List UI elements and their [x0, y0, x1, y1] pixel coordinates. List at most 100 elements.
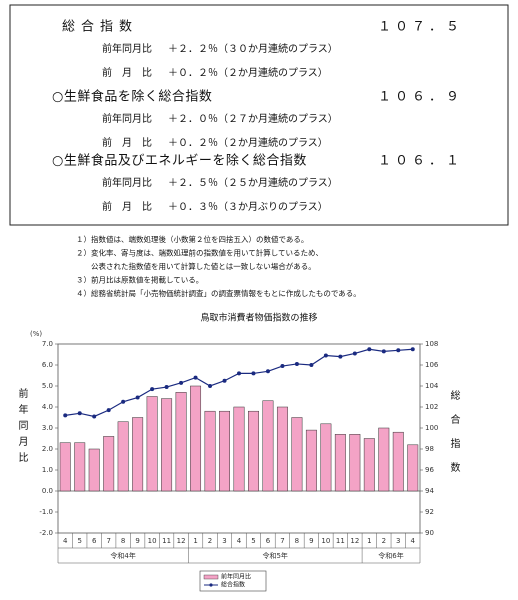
- x-tick-label: 10: [321, 537, 330, 545]
- line-point: [410, 347, 415, 352]
- summary-box: [9, 4, 509, 226]
- line-point: [135, 395, 140, 400]
- line-point: [193, 375, 198, 380]
- bar: [233, 406, 245, 492]
- line-point: [63, 413, 68, 418]
- y2-tick-label: 90: [425, 529, 434, 537]
- x-tick-label: 8: [295, 537, 299, 545]
- x-tick-label: 12: [177, 537, 186, 545]
- bar: [59, 442, 71, 492]
- row-text: ＋２．０％（２７か月連続のプラス）: [168, 112, 338, 125]
- line-point: [323, 353, 328, 358]
- summary-title: ○生鮮食品を除く総合指数: [52, 89, 212, 105]
- y-tick-label: 3.0: [42, 424, 53, 432]
- bar: [146, 396, 158, 492]
- y2-axis-title: 総合指数: [448, 389, 460, 486]
- y-unit: (%): [30, 330, 42, 338]
- row-text: ＋２．５％（２５か月連続のプラス）: [168, 176, 338, 189]
- line-point: [280, 364, 285, 369]
- y-tick-label: 7.0: [42, 340, 53, 348]
- line: [65, 348, 413, 418]
- line-point: [265, 369, 270, 374]
- y2-tick-label: 108: [425, 340, 438, 348]
- note: １）指数値は、端数処理後（小数第２位を四捨五入）の数値である。: [76, 234, 308, 244]
- x-tick-label: 9: [309, 537, 313, 545]
- y2-tick-label: 98: [425, 445, 434, 453]
- summary-value: １０６．９: [378, 90, 463, 105]
- summary-value: １０７．５: [378, 20, 463, 35]
- y-tick-label: -2.0: [39, 529, 53, 537]
- x-tick-label: 7: [106, 537, 110, 545]
- bar: [219, 410, 230, 492]
- row-text: ＋０．２％（２か月連続のプラス）: [168, 66, 328, 79]
- bar: [363, 438, 375, 492]
- row-label: 前年同月比: [102, 176, 152, 189]
- bar: [161, 398, 173, 492]
- row-label: 前 月 比: [102, 66, 152, 79]
- bar: [175, 392, 187, 492]
- bar: [392, 431, 404, 492]
- y-tick-label: 5.0: [42, 382, 53, 390]
- legend-swatch: [203, 574, 219, 580]
- note: ３）前月比は原数値を掲載している。: [76, 275, 203, 285]
- x-group-label: 令和4年: [110, 551, 135, 560]
- legend-label: 総合指数: [221, 581, 245, 589]
- note: 公表された指数値を用いて計算した値とは一致しない場合がある。: [76, 261, 316, 271]
- chart-title: 鳥取市消費者物価指数の推移: [200, 312, 317, 324]
- bar: [407, 444, 419, 492]
- x-tick-label: 9: [135, 537, 139, 545]
- row-label: 前年同月比: [102, 112, 152, 125]
- row-text: ＋０．２％（２か月連続のプラス）: [168, 136, 328, 149]
- note: ４）総務省統計局「小売物価統計調査」の調査票情報をもとに作成したものである。: [76, 288, 361, 298]
- row-text: ＋０．３％（３か月ぶりのプラス）: [168, 201, 328, 213]
- y-tick-label: 4.0: [42, 403, 53, 411]
- x-tick-label: 1: [367, 537, 371, 545]
- line-point: [77, 411, 82, 416]
- x-group-label: 令和5年: [262, 551, 287, 560]
- line-point: [208, 384, 213, 388]
- x-group-label: 令和6年: [378, 551, 403, 560]
- line-point: [121, 399, 126, 404]
- bar: [117, 421, 129, 492]
- line-point: [251, 371, 256, 376]
- bar: [276, 406, 288, 492]
- x-tick-label: 3: [222, 537, 226, 545]
- x-tick-label: 11: [336, 537, 345, 545]
- bar: [262, 400, 274, 492]
- bar: [291, 417, 303, 492]
- note: ２）変化率、寄与度は、端数処理前の指数値を用いて計算しているため、: [76, 248, 323, 258]
- summary-title: 総合指数: [62, 20, 138, 35]
- line-point: [106, 408, 111, 413]
- y-axis-title: 前年同月比: [16, 387, 28, 468]
- y-tick-label: 6.0: [42, 361, 53, 369]
- bar: [378, 427, 390, 492]
- row-label: 前 月 比: [102, 200, 152, 213]
- bar: [204, 410, 216, 492]
- bar: [132, 417, 144, 492]
- bar: [88, 448, 100, 492]
- line-point: [338, 354, 343, 359]
- x-tick-label: 2: [208, 537, 212, 545]
- y2-tick-label: 106: [425, 361, 439, 369]
- x-tick-label: 6: [266, 537, 271, 545]
- row-text: ＋２．２％（３０か月連続のプラス）: [168, 42, 338, 55]
- bar: [334, 434, 346, 492]
- x-tick-label: 8: [121, 537, 125, 545]
- bar: [349, 434, 361, 492]
- x-tick-label: 4: [63, 537, 68, 545]
- line-point: [294, 361, 299, 366]
- y2-tick-label: 104: [425, 382, 439, 390]
- x-tick-label: 7: [280, 537, 284, 545]
- x-tick-label: 3: [396, 537, 400, 545]
- bar: [74, 442, 86, 492]
- line-point: [164, 385, 169, 390]
- summary-title: ○生鮮食品及びエネルギーを除く総合指数: [52, 153, 307, 169]
- y2-tick-label: 100: [425, 424, 438, 432]
- y2-tick-label: 94: [425, 487, 434, 495]
- line-point: [179, 380, 184, 385]
- plot-area: [57, 343, 421, 534]
- line-point: [381, 349, 386, 354]
- x-tick-label: 2: [382, 537, 386, 545]
